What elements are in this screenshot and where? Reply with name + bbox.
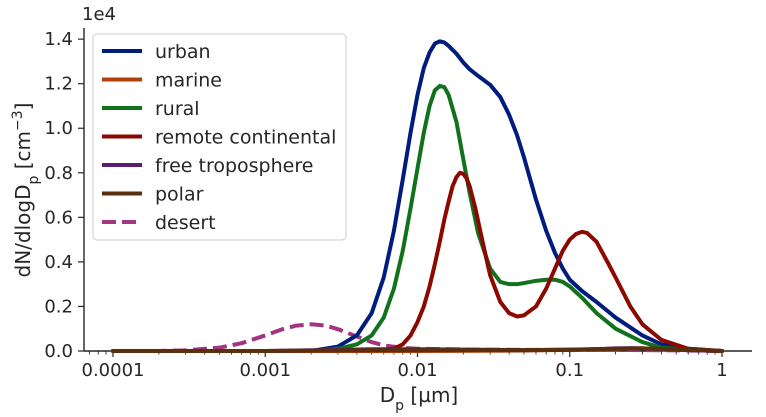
ticks: 0.0001 0.001 0.01 0.1 1 0.0 0.2 0.4 0.6 0.8 1.0 1.2… (44, 29, 727, 381)
series-line-remote-continental (111, 170, 724, 353)
legend-label: marine (155, 70, 222, 92)
x-tick-label: 0.0001 (82, 360, 145, 381)
legend: urban marine rural remote continental free t… (92, 33, 347, 241)
legend-label: urban (155, 41, 211, 63)
y-tick-label: 0.0 (44, 341, 73, 362)
legend-label: free troposphere (155, 155, 313, 177)
x-axis-title: Dp [µm] (380, 383, 458, 414)
x-tick-label: 1 (716, 360, 727, 381)
series-lines (111, 39, 724, 353)
y-tick-label: 1.4 (44, 29, 73, 50)
y-tick-label: 0.8 (44, 163, 73, 184)
legend-label: polar (155, 184, 204, 206)
series-line-polar (111, 346, 724, 353)
x-tick-label: 0.001 (239, 360, 291, 381)
y-axis-title: dN/dlogDp [cm−3] (10, 103, 42, 278)
y-tick-label: 1.2 (44, 74, 73, 95)
series-line-urban (111, 39, 724, 353)
y-offset-label: 1e4 (82, 4, 116, 25)
y-tick-label: 0.4 (44, 252, 73, 273)
y-tick-label: 0.6 (44, 207, 73, 228)
y-tick-label: 1.0 (44, 118, 73, 139)
legend-label: remote continental (155, 127, 336, 149)
y-tick-label: 0.2 (44, 296, 73, 317)
x-tick-label: 0.01 (397, 360, 437, 381)
legend-frame (92, 33, 347, 241)
legend-label: rural (155, 98, 200, 120)
legend-label: desert (155, 212, 216, 234)
x-tick-label: 0.1 (555, 360, 584, 381)
